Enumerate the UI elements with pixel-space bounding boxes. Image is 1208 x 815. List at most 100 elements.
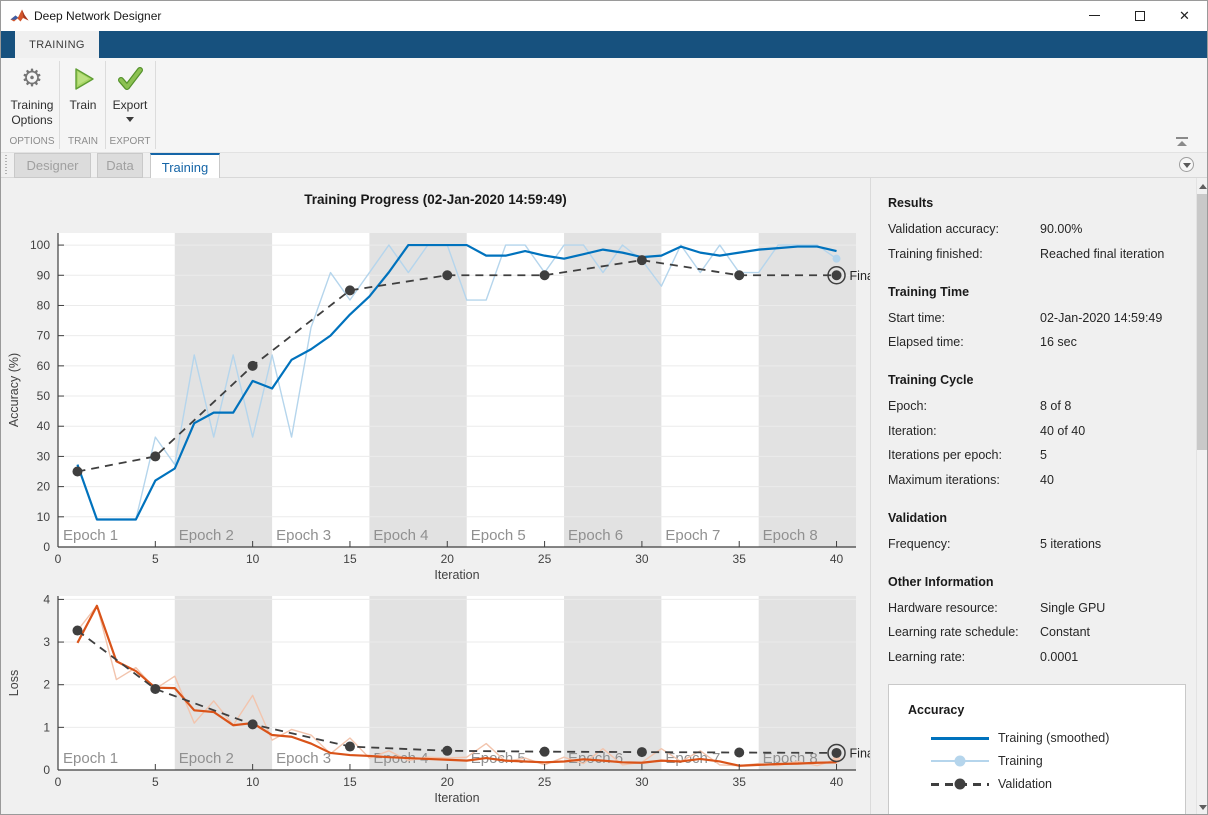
section-title: Other Information [888, 574, 994, 589]
chart-legend: Accuracy Training (smoothed) Training Va… [888, 683, 1186, 815]
info-row: Learning rate schedule: Constant [888, 625, 1196, 639]
scroll-up-icon[interactable] [1197, 180, 1207, 193]
svg-text:Epoch 3: Epoch 3 [276, 750, 331, 767]
info-row: Maximum iterations: 40 [888, 473, 1196, 487]
row-value: Single GPU [1040, 600, 1106, 615]
toolbar-separator [59, 61, 60, 149]
section-title: Training Time [888, 284, 970, 299]
svg-text:10: 10 [246, 775, 260, 789]
ribbon-tab-strip: TRAINING [1, 31, 1207, 58]
training-options-label: Training Options [10, 98, 54, 127]
row-value: 02-Jan-2020 14:59:49 [1040, 310, 1163, 325]
row-label: Iterations per epoch: [888, 448, 1002, 462]
info-row: Elapsed time: 16 sec [888, 335, 1196, 349]
legend-item: Training (smoothed) [904, 727, 1185, 750]
svg-text:70: 70 [37, 329, 51, 343]
training-time-section: Training Time Start time: 02-Jan-2020 14… [888, 285, 1196, 350]
svg-text:30: 30 [635, 552, 649, 566]
chevron-down-icon [1182, 162, 1191, 168]
scroll-down-icon[interactable] [1197, 801, 1207, 814]
svg-text:35: 35 [733, 775, 747, 789]
section-label-options: OPTIONS [9, 136, 55, 147]
svg-text:0: 0 [55, 552, 62, 566]
section-title: Results [888, 196, 934, 210]
train-button[interactable]: Train [62, 61, 104, 133]
svg-text:Epoch 2: Epoch 2 [179, 750, 234, 767]
svg-text:1: 1 [43, 720, 50, 734]
svg-text:15: 15 [343, 775, 357, 789]
toolbar-separator [105, 61, 106, 149]
minimize-button[interactable] [1072, 1, 1117, 30]
training-options-button[interactable]: ⚙ Training Options [6, 61, 58, 133]
panel-actions-button[interactable] [1179, 157, 1194, 172]
row-label: Elapsed time: [888, 335, 964, 349]
play-icon [75, 68, 94, 90]
drag-handle[interactable] [3, 155, 9, 176]
svg-text:30: 30 [37, 449, 51, 463]
svg-text:100: 100 [30, 238, 50, 252]
legend-label: Training (smoothed) [998, 731, 1110, 745]
legend-accuracy-title: Accuracy [908, 702, 965, 717]
svg-text:Epoch 7: Epoch 7 [665, 750, 720, 767]
tab-data[interactable]: Data [97, 153, 143, 178]
svg-text:Epoch 3: Epoch 3 [276, 527, 331, 544]
validation-section: Validation Frequency: 5 iterations [888, 511, 1196, 551]
legend-loss-title: Loss [908, 812, 1185, 815]
row-label: Learning rate: [888, 649, 966, 664]
svg-text:Epoch 8: Epoch 8 [763, 527, 818, 544]
svg-text:Loss: Loss [7, 670, 21, 696]
svg-text:40: 40 [830, 775, 844, 789]
svg-text:0: 0 [43, 540, 50, 554]
export-button[interactable]: Export [107, 61, 153, 133]
window-title: Deep Network Designer [34, 9, 162, 23]
row-label: Validation accuracy: [888, 222, 999, 236]
info-row: Training finished: Reached final iterati… [888, 247, 1196, 261]
svg-text:30: 30 [635, 775, 649, 789]
scrollbar-thumb[interactable] [1197, 194, 1207, 450]
tab-training-ribbon[interactable]: TRAINING [15, 31, 99, 58]
svg-text:80: 80 [37, 298, 51, 312]
svg-text:Epoch 5: Epoch 5 [471, 527, 526, 544]
svg-text:Epoch 1: Epoch 1 [63, 527, 118, 544]
svg-text:25: 25 [538, 552, 552, 566]
row-label: Start time: [888, 310, 945, 325]
training-cycle-section: Training Cycle Epoch: 8 of 8 Iteration: … [888, 373, 1196, 487]
svg-text:40: 40 [37, 419, 51, 433]
info-row: Frequency: 5 iterations [888, 537, 1196, 551]
tab-training[interactable]: Training [150, 153, 220, 179]
section-label-train: TRAIN [68, 136, 98, 147]
svg-text:Final: Final [850, 746, 870, 760]
svg-text:4: 4 [43, 592, 50, 606]
svg-text:35: 35 [733, 552, 747, 566]
row-value: 5 [1040, 448, 1047, 462]
svg-text:2: 2 [43, 678, 50, 692]
collapse-ribbon-icon[interactable] [1175, 137, 1189, 147]
maximize-button[interactable] [1117, 1, 1162, 30]
svg-text:40: 40 [830, 552, 844, 566]
svg-text:20: 20 [441, 552, 455, 566]
svg-text:0: 0 [43, 763, 50, 777]
section-title: Training Cycle [888, 373, 974, 387]
svg-text:25: 25 [538, 775, 552, 789]
svg-text:Accuracy (%): Accuracy (%) [7, 353, 21, 427]
row-label: Learning rate schedule: [888, 625, 1019, 639]
row-value: 40 of 40 [1040, 423, 1086, 438]
close-button[interactable]: ✕ [1179, 8, 1190, 23]
tab-designer[interactable]: Designer [14, 153, 91, 178]
row-value: 0.0001 [1040, 649, 1079, 664]
row-value: 8 of 8 [1040, 399, 1072, 413]
row-value: 40 [1040, 472, 1054, 487]
svg-text:Epoch 7: Epoch 7 [665, 527, 720, 544]
svg-text:90: 90 [37, 268, 51, 282]
svg-text:Epoch 2: Epoch 2 [179, 527, 234, 544]
info-row: Iteration: 40 of 40 [888, 424, 1196, 438]
svg-text:5: 5 [152, 775, 159, 789]
svg-text:0: 0 [55, 775, 62, 789]
dot-marker-sample [954, 778, 966, 790]
row-label: Frequency: [888, 536, 951, 551]
vertical-scrollbar[interactable] [1196, 178, 1207, 814]
info-row: Validation accuracy: 90.00% [888, 222, 1196, 236]
legend-item: Validation [904, 773, 1185, 796]
legend-item: Training [904, 750, 1185, 773]
